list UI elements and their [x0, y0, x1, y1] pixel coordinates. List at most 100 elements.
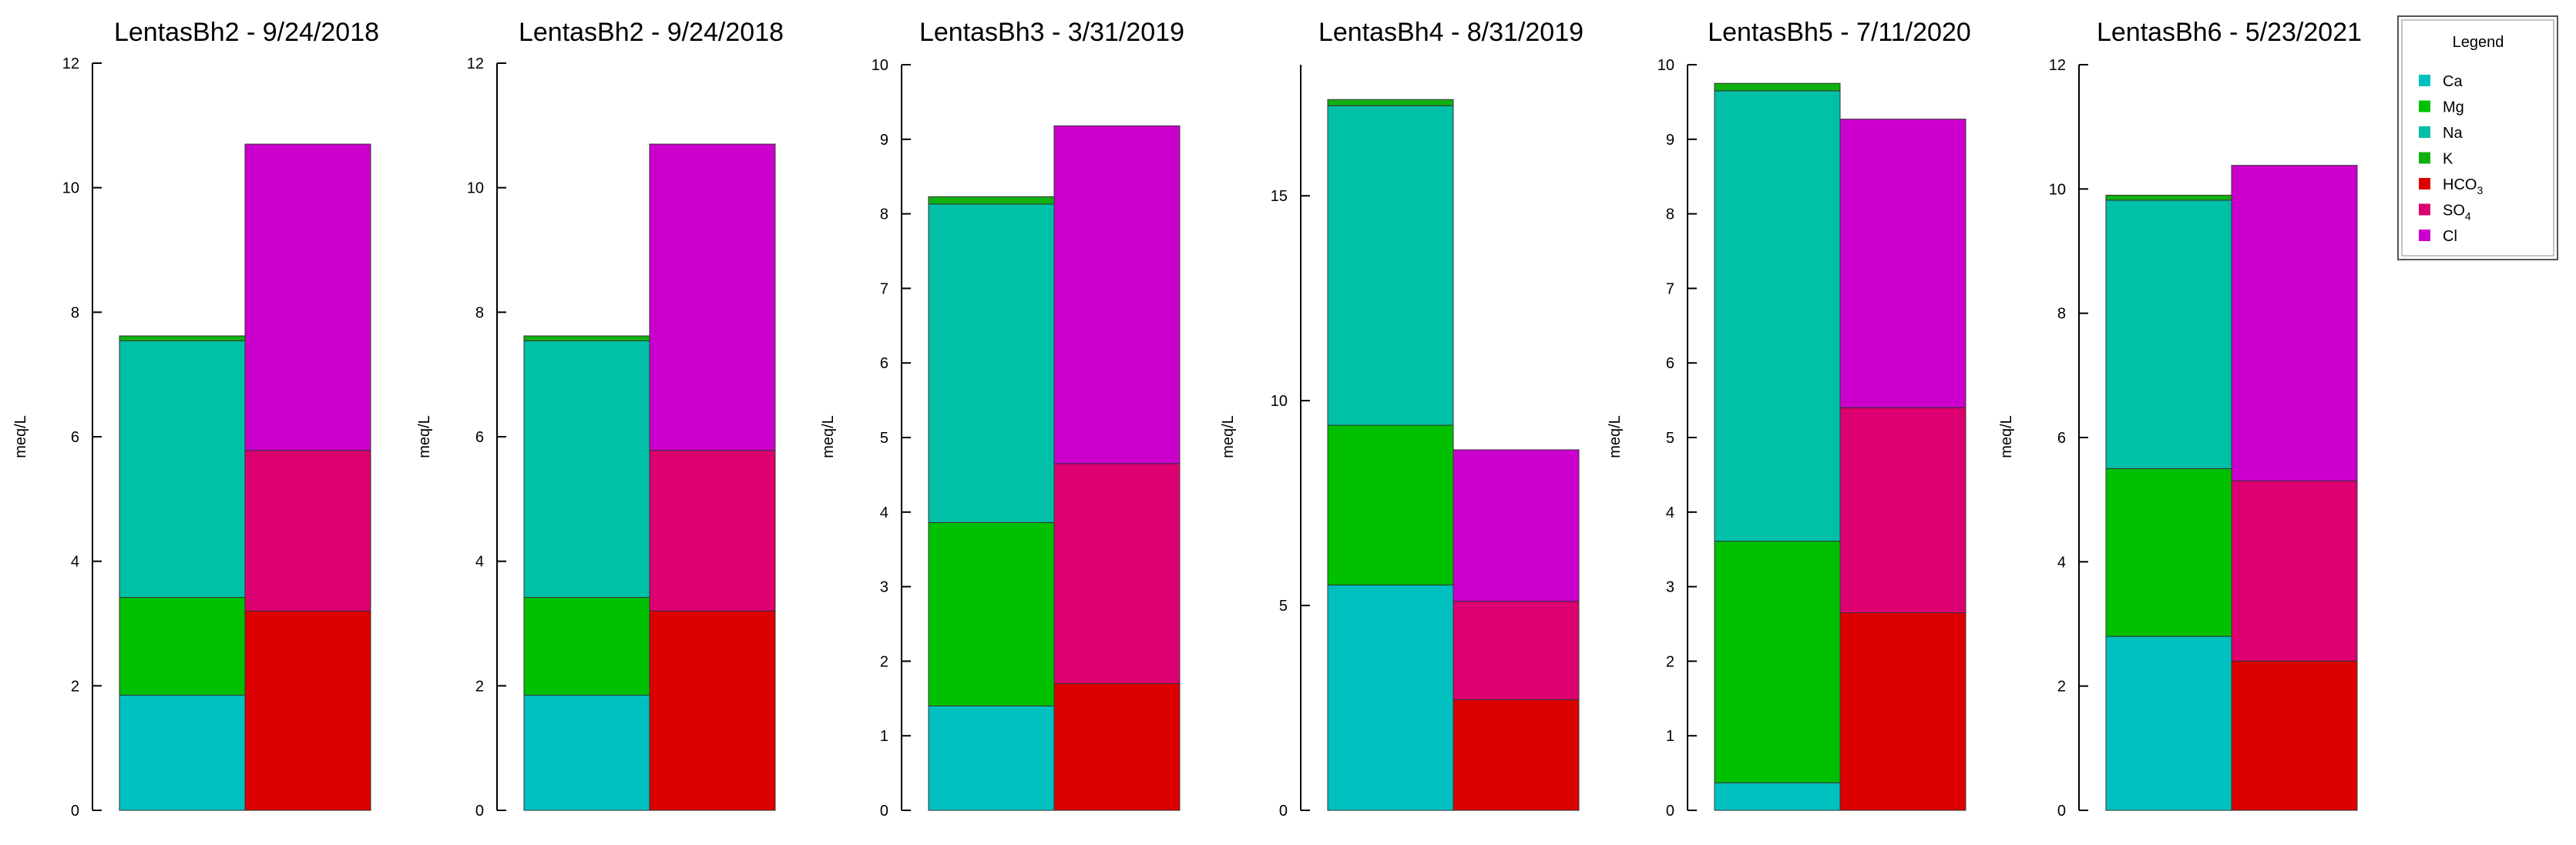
cation-segment-mg	[1327, 424, 1454, 585]
legend-swatch	[2419, 178, 2430, 189]
chart-panel: LentasBh2 - 9/24/2018 meq/L 0 2 4 6 8 10 12	[416, 18, 784, 820]
y-tick-label: 8	[1666, 206, 1674, 223]
legend-item-na: Na	[2419, 125, 2463, 142]
legend-label: SO4	[2443, 203, 2471, 223]
chart-panel: LentasBh3 - 3/31/2019 meq/L 0 1 2 3 4 5 6 7 8 9 10	[820, 18, 1184, 820]
cation-segment-na	[1327, 105, 1454, 426]
cation-segment-k	[1327, 99, 1454, 106]
y-tick-label: 0	[880, 803, 888, 820]
y-tick-label: 3	[1666, 579, 1674, 596]
cation-segment-k	[928, 196, 1055, 205]
legend-swatch	[2419, 126, 2430, 138]
y-tick-label: 1	[1666, 728, 1674, 745]
legend-item-k: K	[2419, 151, 2453, 168]
y-tick-label: 5	[880, 430, 888, 447]
cation-segment-ca	[119, 694, 246, 811]
chart-title: LentasBh3 - 3/31/2019	[919, 18, 1184, 47]
chart-title: LentasBh4 - 8/31/2019	[1318, 18, 1584, 47]
y-tick-label: 8	[475, 304, 484, 321]
y-tick-label: 10	[1657, 57, 1674, 74]
legend-swatch	[2419, 203, 2430, 216]
anion-segment-cl	[649, 143, 776, 451]
y-axis-label: meq/L	[820, 415, 837, 458]
y-tick-label: 15	[1271, 188, 1288, 205]
cation-segment-na	[928, 203, 1055, 523]
anion-segment-hco3	[1453, 699, 1580, 811]
y-tick-label: 8	[880, 206, 888, 223]
anion-segment-hco3	[2231, 660, 2358, 811]
y-tick-label: 0	[1666, 803, 1674, 820]
anion-segment-so4	[244, 450, 371, 612]
y-tick-label: 6	[880, 355, 888, 372]
cation-segment-ca	[1327, 584, 1454, 811]
chart-panels: LentasBh2 - 9/24/2018meq/L024681012Lenta…	[12, 18, 2362, 820]
legend-item-ca: Ca	[2419, 73, 2463, 90]
cation-segment-k	[523, 335, 650, 342]
y-tick-label: 2	[880, 653, 888, 670]
anion-segment-so4	[1453, 601, 1580, 700]
y-tick-label: 0	[475, 803, 484, 820]
y-tick-label: 8	[2057, 306, 2066, 323]
chart-title: LentasBh5 - 7/11/2020	[1708, 18, 1971, 47]
y-tick-label: 0	[2057, 803, 2066, 820]
y-tick-label: 7	[880, 280, 888, 297]
y-axis-label: meq/L	[12, 415, 29, 458]
cation-segment-na	[119, 340, 246, 599]
legend-item-mg: Mg	[2419, 99, 2464, 116]
legend-frame-inner	[2401, 19, 2554, 257]
legend-label: HCO3	[2443, 176, 2483, 196]
y-tick-label: 9	[1666, 132, 1674, 149]
legend-title: Legend	[2453, 34, 2504, 51]
anion-segment-hco3	[1839, 612, 1966, 811]
cation-segment-na	[2105, 200, 2232, 469]
chart-title: LentasBh2 - 9/24/2018	[114, 18, 379, 47]
y-tick-label: 6	[2057, 430, 2066, 447]
y-tick-label: 10	[467, 180, 484, 197]
legend-item-cl: Cl	[2419, 228, 2457, 245]
legend-swatch	[2419, 152, 2430, 164]
y-tick-label: 4	[1666, 505, 1674, 521]
legend-item-so4: SO4	[2419, 203, 2471, 223]
chart-panel: LentasBh6 - 5/23/2021 meq/L 0 2 4 6 8 10 12	[1998, 18, 2362, 820]
y-axis-label: meq/L	[416, 415, 433, 458]
y-tick-label: 8	[71, 304, 79, 321]
y-tick-label: 2	[1666, 653, 1674, 670]
y-tick-label: 12	[62, 55, 79, 72]
cation-segment-mg	[928, 521, 1055, 706]
y-tick-label: 7	[1666, 280, 1674, 297]
y-tick-label: 1	[880, 728, 888, 745]
anion-segment-cl	[1053, 125, 1181, 464]
y-tick-label: 4	[71, 554, 79, 571]
y-tick-label: 6	[71, 429, 79, 446]
y-tick-label: 6	[475, 429, 484, 446]
y-tick-label: 4	[475, 554, 484, 571]
cation-segment-k	[119, 335, 246, 342]
cation-segment-na	[1714, 90, 1841, 542]
anion-segment-so4	[2231, 480, 2358, 662]
y-tick-label: 2	[71, 678, 79, 695]
y-tick-label: 10	[2049, 181, 2066, 198]
cation-segment-mg	[523, 597, 650, 696]
cation-segment-na	[523, 340, 650, 599]
y-tick-label: 9	[880, 132, 888, 149]
y-tick-label: 2	[2057, 679, 2066, 696]
y-axis-label: meq/L	[1607, 415, 1624, 458]
y-axis-label: meq/L	[1998, 415, 2015, 458]
legend-swatch	[2419, 100, 2430, 112]
anion-segment-so4	[1839, 407, 1966, 613]
anion-segment-cl	[1839, 119, 1966, 408]
y-tick-label: 4	[880, 505, 888, 521]
cation-segment-mg	[2105, 468, 2232, 637]
anion-segment-so4	[1053, 463, 1181, 684]
y-tick-label: 0	[1279, 803, 1288, 820]
anion-segment-hco3	[244, 610, 371, 811]
y-tick-label: 10	[1271, 393, 1288, 410]
legend: Legend Ca Mg Na K HCO3 SO4 Cl	[2397, 15, 2558, 260]
cation-segment-ca	[928, 705, 1055, 811]
y-axis-label: meq/L	[1220, 415, 1237, 458]
y-tick-label: 3	[880, 579, 888, 596]
legend-item-hco3: HCO3	[2419, 176, 2483, 196]
legend-label: Na	[2443, 125, 2463, 142]
legend-swatch	[2419, 230, 2430, 241]
